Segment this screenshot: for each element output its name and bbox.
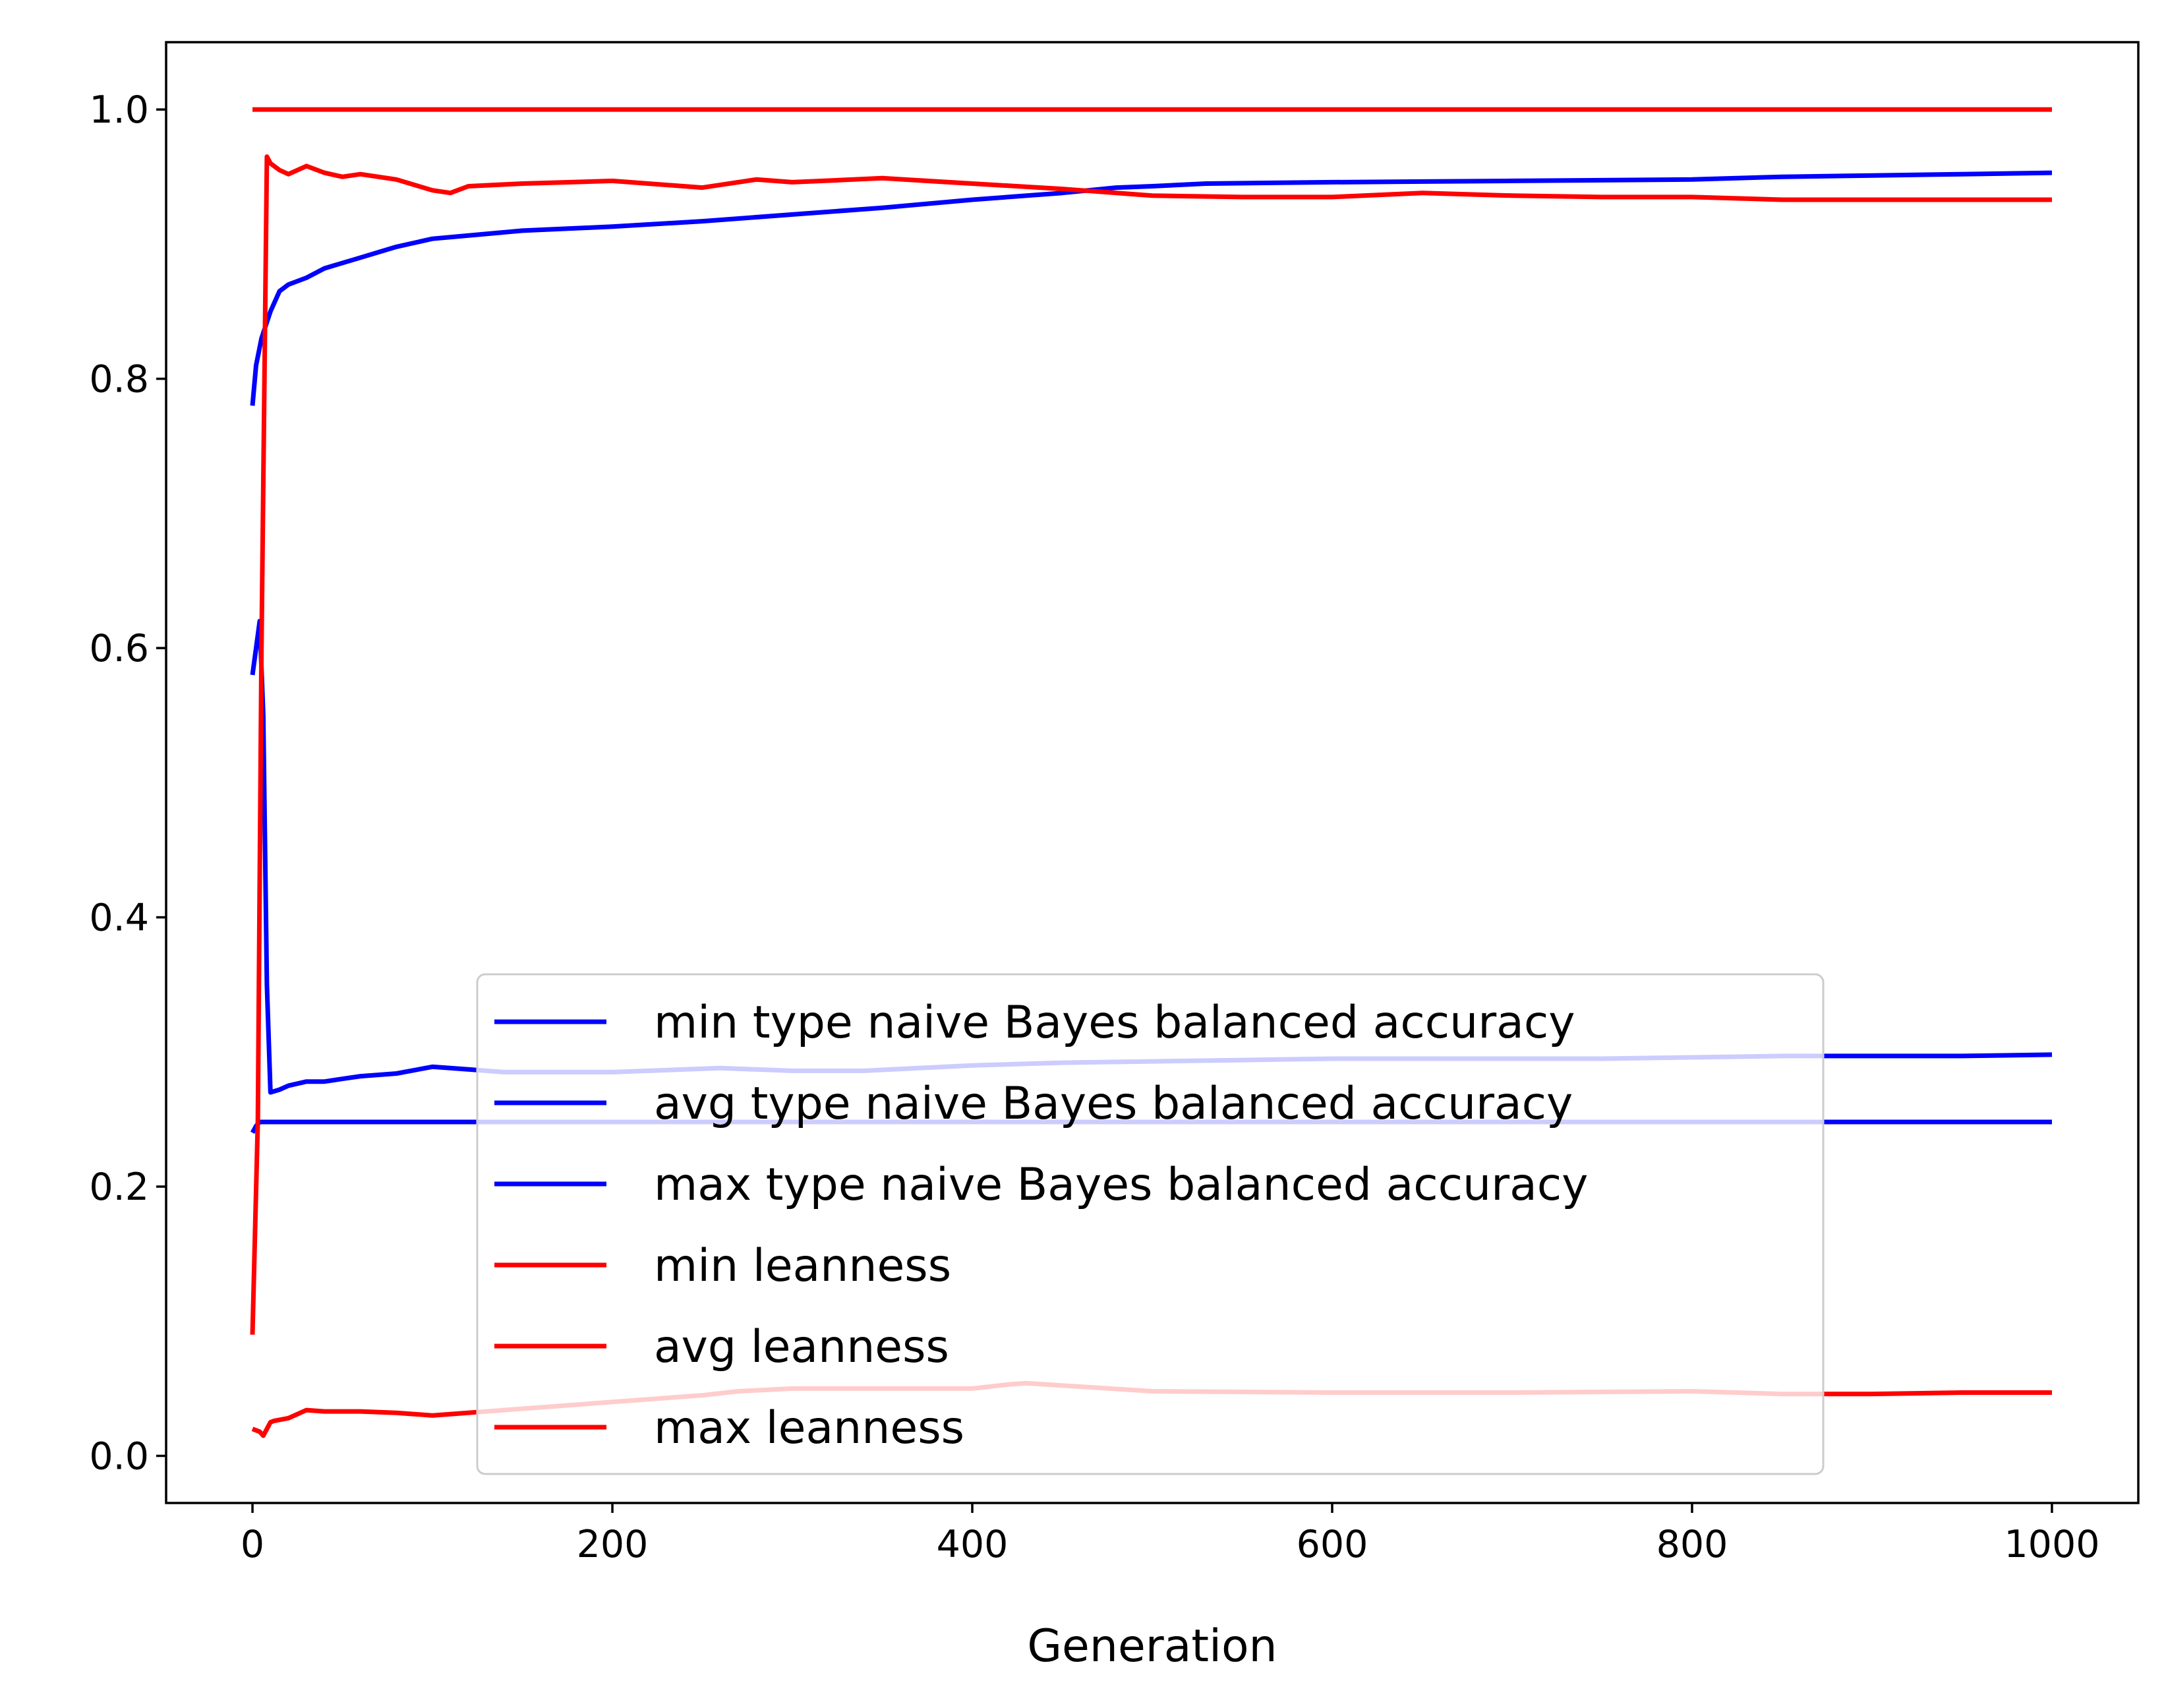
legend-label: max type naive Bayes balanced accuracy xyxy=(654,1159,1588,1211)
y-tick-label: 0.4 xyxy=(89,897,149,940)
x-tick-label: 0 xyxy=(241,1523,264,1566)
y-tick-label: 0.8 xyxy=(89,358,149,401)
plot-frame xyxy=(165,41,2140,1504)
x-tick-label: 200 xyxy=(577,1523,649,1566)
x-tick-label: 400 xyxy=(937,1523,1009,1566)
y-axis: 0.0 0.2 0.4 0.6 0.8 1.0 xyxy=(89,88,166,1479)
x-axis: 0 200 400 600 800 1000 xyxy=(241,1503,2099,1566)
series-line-2 xyxy=(250,170,2053,406)
x-axis-label: Generation xyxy=(1027,1620,1277,1672)
x-tick-label: 800 xyxy=(1656,1523,1728,1566)
legend: min type naive Bayes balanced accuracy av… xyxy=(476,973,1825,1475)
legend-label: avg leanness xyxy=(654,1321,949,1373)
legend-label: max leanness xyxy=(654,1402,964,1454)
x-tick-label: 1000 xyxy=(2004,1523,2099,1566)
legend-label: min type naive Bayes balanced accuracy xyxy=(654,997,1575,1049)
x-tick-label: 600 xyxy=(1297,1523,1368,1566)
y-tick-label: 0.6 xyxy=(89,627,149,670)
y-tick-label: 1.0 xyxy=(89,88,149,132)
legend-label: avg type naive Bayes balanced accuracy xyxy=(654,1078,1573,1130)
series-line-4 xyxy=(250,154,2052,1335)
y-tick-label: 0.2 xyxy=(89,1165,149,1209)
legend-frame xyxy=(476,973,1825,1475)
y-tick-label: 0.0 xyxy=(89,1435,149,1479)
legend-label: min leanness xyxy=(654,1240,951,1292)
